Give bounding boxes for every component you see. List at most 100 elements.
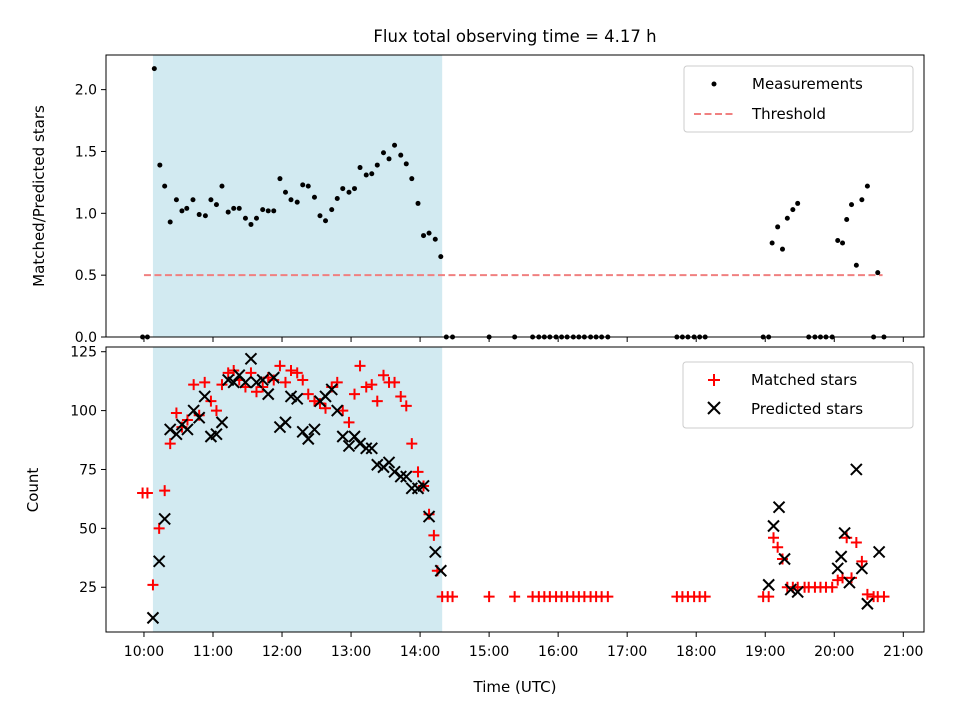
y-tick-label: 25 (79, 580, 97, 596)
predicted-star-point (170, 427, 183, 441)
measurement-point (859, 197, 865, 203)
matched-star-point (377, 369, 389, 381)
predicted-star-point (784, 583, 797, 596)
predicted-star-point (360, 442, 373, 455)
x-tick-label: 19:00 (745, 644, 785, 660)
y-tick-label: 1.5 (75, 144, 97, 160)
measurement-point (248, 221, 254, 227)
predicted-star-point (843, 576, 856, 589)
matched-star-point (861, 588, 873, 600)
predicted-star-point (872, 545, 886, 559)
measurement-point (853, 262, 859, 268)
matched-star-point (302, 388, 314, 400)
matched-star-point (763, 591, 775, 603)
matched-star-point (297, 374, 309, 386)
predicted-star-point (838, 526, 851, 540)
matched-star-point (153, 522, 165, 534)
matched-star-point (412, 466, 424, 478)
measurement-point (208, 197, 214, 203)
measurement-point (426, 230, 432, 236)
predicted-star-point (302, 432, 315, 446)
top-panel: 0.00.51.01.52.0 Matched/Predicted stars … (30, 54, 925, 346)
predicted-star-point (394, 470, 407, 483)
predicted-star-point (382, 456, 396, 469)
matched-star-point (320, 402, 332, 414)
measurement-point (840, 240, 846, 246)
predicted-star-point (325, 383, 338, 396)
bottom-legend: Matched stars Predicted stars (682, 361, 914, 429)
top-x-ticks (143, 337, 904, 342)
x-tick-label: 21:00 (883, 644, 923, 660)
measurement-point (253, 215, 259, 221)
measurement-point (421, 233, 427, 239)
matched-star-point (772, 541, 784, 553)
measurement-point (340, 186, 346, 192)
measurement-point (403, 161, 409, 167)
predicted-star-point (187, 404, 200, 417)
matched-star-point (349, 388, 361, 400)
matched-star-point (337, 405, 349, 417)
measurement-point (162, 183, 168, 189)
matched-star-point (395, 390, 407, 402)
matched-star-point (371, 395, 383, 407)
matched-star-point (279, 376, 291, 388)
matched-star-point (245, 367, 257, 379)
measurement-point (219, 183, 225, 189)
predicted-star-point (348, 430, 361, 443)
predicted-star-point (831, 562, 844, 575)
legend-predicted-label: Predicted stars (751, 400, 863, 418)
measurement-point (864, 183, 870, 189)
predicted-star-point (791, 585, 804, 599)
predicted-star-point (388, 465, 401, 479)
predicted-star-point (834, 550, 848, 563)
measurement-point (184, 205, 190, 211)
matched-star-point (222, 367, 234, 379)
x-axis-label: Time (UTC) (473, 678, 557, 696)
predicted-star-point (434, 564, 448, 577)
predicted-star-point (267, 371, 280, 384)
matched-star-point (483, 591, 495, 603)
x-tick-label: 13:00 (331, 644, 371, 660)
legend-matched-label: Matched stars (751, 371, 857, 389)
bottom-y-axis-label: Count (24, 468, 42, 513)
measurement-point (363, 172, 369, 178)
measurement-point (300, 182, 306, 188)
measurement-point (374, 162, 380, 168)
matched-star-point (331, 376, 343, 388)
predicted-star-point (855, 562, 869, 575)
matched-star-point (389, 376, 401, 388)
predicted-star-point (850, 463, 863, 476)
top-y-axis-label: Matched/Predicted stars (30, 105, 48, 287)
measurement-point (260, 207, 266, 213)
bottom-plot-frame (105, 346, 925, 633)
y-tick-label: 125 (70, 345, 97, 361)
measurement-point (875, 270, 881, 276)
predicted-star-point (331, 404, 344, 417)
matched-star-point (428, 529, 440, 541)
matched-star-point (699, 591, 711, 603)
matched-star-point (447, 591, 459, 603)
measurement-point (179, 208, 185, 214)
measurement-point (231, 205, 237, 211)
measurement-point (775, 224, 781, 230)
measurement-point (849, 202, 855, 208)
predicted-star-point (210, 427, 223, 441)
measurement-point (415, 200, 421, 206)
bottom-y-ticks: 25 50 75 100 125 (70, 345, 106, 596)
predicted-star-point (296, 425, 309, 439)
measurement-point (357, 165, 363, 171)
predicted-star-point (429, 545, 442, 559)
bottom-count-points (137, 352, 890, 625)
measurement-point (380, 150, 386, 156)
predicted-star-point (342, 439, 356, 453)
matched-star-point (147, 579, 159, 591)
matched-star-point (285, 365, 297, 377)
predicted-star-point (762, 578, 775, 592)
measurement-point (236, 205, 242, 211)
predicted-star-point (158, 512, 171, 526)
matched-star-point (188, 379, 200, 391)
measurement-point (282, 189, 288, 195)
legend-measurements-marker (711, 81, 717, 87)
matched-star-point (406, 438, 418, 450)
